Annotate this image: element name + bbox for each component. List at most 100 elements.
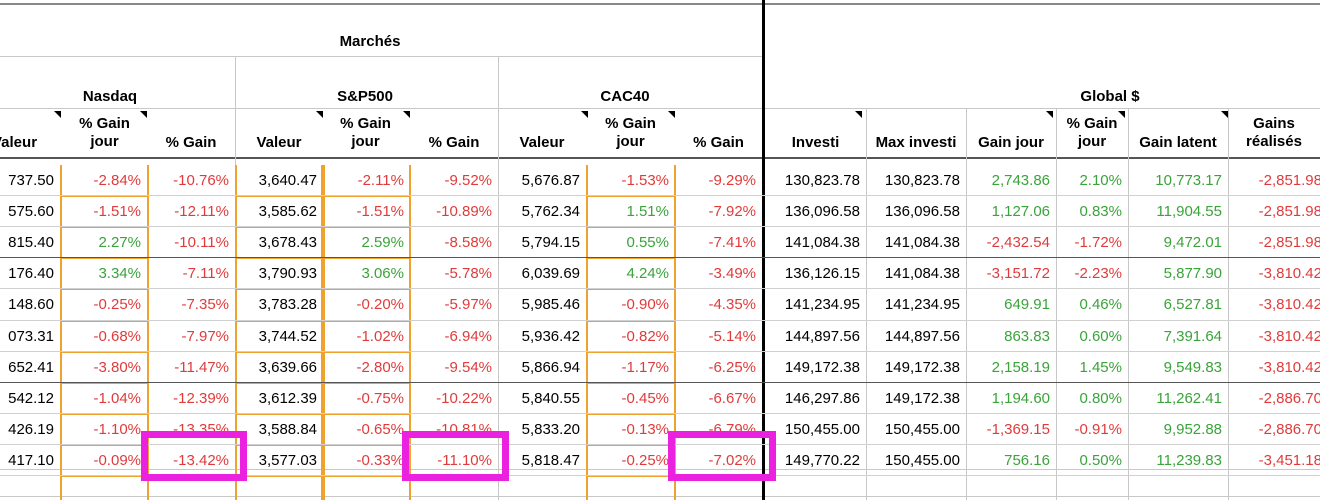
cell-sp500-gain-jour[interactable]: -2.11%	[357, 173, 404, 188]
cell-nasdaq-gain[interactable]: -13.42%	[173, 452, 229, 468]
cell-max-investi[interactable]: 136,096.58	[884, 204, 960, 220]
cell-sp500-gain-jour[interactable]: -1.02%	[356, 328, 404, 344]
cell-cac40-gain-jour[interactable]: -0.90%	[621, 297, 669, 313]
cell-nasdaq-gain-jour[interactable]: 3.34%	[98, 266, 141, 282]
cell-max-investi[interactable]: 141,084.38	[884, 266, 960, 282]
cell-nasdaq-gain-jour[interactable]: -1.10%	[93, 421, 141, 437]
col-header-valeur[interactable]: Valeur	[0, 135, 38, 150]
cell-gains-realises[interactable]: -3,810.42	[1258, 266, 1320, 282]
filter-icon[interactable]	[403, 111, 410, 118]
cell-cac40-gain-jour[interactable]: 0.55%	[626, 235, 669, 251]
col-header-gain[interactable]: % Gain	[693, 135, 744, 150]
cell-cac40-valeur[interactable]: 5,676.87	[521, 173, 580, 188]
cell-cac40-valeur[interactable]: 5,818.47	[521, 452, 580, 468]
cell-cac40-gain-jour[interactable]: 1.51%	[626, 204, 669, 220]
cell-cac40-gain[interactable]: -9.29%	[708, 173, 756, 188]
cell-cac40-valeur[interactable]: 6,039.69	[521, 266, 580, 282]
cell-cac40-gain-jour[interactable]: -0.25%	[621, 452, 669, 468]
col-header-gain-latent[interactable]: Gain latent	[1139, 135, 1217, 150]
cell-gain-jour-pct[interactable]: 0.46%	[1079, 297, 1122, 313]
cell-sp500-valeur[interactable]: 3,640.47	[258, 173, 317, 188]
cell-gains-realises[interactable]: -2,851.98	[1258, 204, 1320, 220]
cell-gain-jour-abs[interactable]: 863.83	[1004, 328, 1050, 344]
cell-gain-jour-abs[interactable]: -1,369.15	[986, 421, 1050, 437]
col-header-gain-jour[interactable]: % Gain jour	[79, 115, 130, 150]
cell-sp500-valeur[interactable]: 3,790.93	[258, 266, 317, 282]
cell-nasdaq-valeur[interactable]: 652.41	[8, 359, 54, 375]
cell-investi[interactable]: 149,172.38	[784, 359, 860, 375]
cell-max-investi[interactable]: 141,084.38	[884, 235, 960, 251]
cell-nasdaq-gain[interactable]: -12.11%	[174, 204, 229, 220]
cell-sp500-valeur[interactable]: 3,678.43	[258, 235, 317, 251]
cell-nasdaq-gain[interactable]: -7.35%	[181, 297, 229, 313]
filter-icon[interactable]	[140, 111, 147, 118]
cell-gain-latent[interactable]: 6,527.81	[1163, 297, 1222, 313]
cell-nasdaq-valeur[interactable]: 737.50	[8, 173, 54, 188]
cell-sp500-valeur[interactable]: 3,588.84	[258, 421, 317, 437]
cell-sp500-valeur[interactable]: 3,612.39	[258, 390, 317, 406]
filter-icon[interactable]	[1046, 111, 1053, 118]
cell-gains-realises[interactable]: -2,851.98	[1258, 235, 1320, 251]
col-header-valeur[interactable]: Valeur	[519, 135, 565, 150]
cell-sp500-gain[interactable]: -9.52%	[444, 173, 492, 188]
cell-cac40-gain[interactable]: -6.67%	[708, 390, 756, 406]
cell-cac40-valeur[interactable]: 5,866.94	[521, 359, 580, 375]
cell-cac40-gain[interactable]: -6.25%	[708, 359, 756, 375]
cell-nasdaq-valeur[interactable]: 417.10	[8, 452, 54, 468]
cell-cac40-valeur[interactable]: 5,762.34	[521, 204, 580, 220]
cell-nasdaq-valeur[interactable]: 148.60	[8, 297, 54, 313]
col-header-gain-jour-abs[interactable]: Gain jour	[978, 135, 1044, 150]
cell-sp500-gain[interactable]: -8.58%	[444, 235, 492, 251]
cell-gains-realises[interactable]: -3,810.42	[1258, 297, 1320, 313]
cell-sp500-gain-jour[interactable]: -0.20%	[356, 297, 404, 313]
col-header-valeur[interactable]: Valeur	[256, 135, 302, 150]
cell-nasdaq-gain-jour[interactable]: -1.51%	[93, 204, 141, 220]
cell-cac40-valeur[interactable]: 5,833.20	[521, 421, 580, 437]
cell-sp500-valeur[interactable]: 3,585.62	[258, 204, 317, 220]
cell-gain-latent[interactable]: 10,773.17	[1155, 173, 1222, 188]
cell-cac40-gain-jour[interactable]: -1.17%	[621, 359, 669, 375]
cell-max-investi[interactable]: 149,172.38	[884, 359, 960, 375]
cell-gain-latent[interactable]: 11,262.41	[1156, 390, 1222, 406]
cell-sp500-gain-jour[interactable]: 2.59%	[361, 235, 404, 251]
cell-gain-jour-abs[interactable]: -2,432.54	[986, 235, 1050, 251]
cell-sp500-gain-jour[interactable]: -0.75%	[356, 390, 404, 406]
col-header-gain[interactable]: % Gain	[428, 135, 480, 150]
cell-gain-jour-pct[interactable]: 0.83%	[1079, 204, 1122, 220]
cell-gain-latent[interactable]: 11,904.55	[1156, 204, 1222, 220]
cell-investi[interactable]: 141,234.95	[784, 297, 860, 313]
col-header-gain[interactable]: % Gain	[165, 135, 217, 150]
filter-icon[interactable]	[1118, 111, 1125, 118]
col-header-max-investi[interactable]: Max investi	[875, 135, 957, 150]
cell-sp500-valeur[interactable]: 3,744.52	[258, 328, 317, 344]
col-header-gain-jour-pct[interactable]: % Gain jour	[1066, 115, 1118, 150]
cell-gain-latent[interactable]: 9,472.01	[1163, 235, 1222, 251]
cell-nasdaq-gain[interactable]: -12.39%	[173, 390, 229, 406]
cell-gain-jour-pct[interactable]: 0.60%	[1079, 328, 1122, 344]
cell-gain-jour-pct[interactable]: 0.80%	[1079, 390, 1122, 406]
cell-investi[interactable]: 150,455.00	[784, 421, 860, 437]
cell-cac40-gain-jour[interactable]: -1.53%	[621, 173, 669, 188]
col-header-gains-realises[interactable]: Gains réalisés	[1246, 115, 1302, 150]
cell-gains-realises[interactable]: -3,810.42	[1258, 359, 1320, 375]
cell-cac40-gain-jour[interactable]: 4.24%	[626, 266, 669, 282]
cell-sp500-gain[interactable]: -10.22%	[436, 390, 492, 406]
cell-sp500-gain-jour[interactable]: 3.06%	[361, 266, 404, 282]
cell-investi[interactable]: 141,084.38	[784, 235, 860, 251]
cell-gains-realises[interactable]: -2,851.98	[1258, 173, 1320, 188]
cell-gain-jour-pct[interactable]: 1.45%	[1079, 359, 1122, 375]
cell-nasdaq-valeur[interactable]: 176.40	[8, 266, 54, 282]
cell-gains-realises[interactable]: -2,886.70	[1258, 390, 1320, 406]
cell-gain-jour-abs[interactable]: 1,127.06	[991, 204, 1050, 220]
cell-max-investi[interactable]: 144,897.56	[884, 328, 960, 344]
cell-sp500-valeur[interactable]: 3,783.28	[258, 297, 317, 313]
cell-gain-latent[interactable]: 9,549.83	[1163, 359, 1222, 375]
cell-nasdaq-valeur[interactable]: 542.12	[8, 390, 54, 406]
cell-max-investi[interactable]: 150,455.00	[884, 452, 960, 468]
cell-cac40-gain-jour[interactable]: -0.82%	[621, 328, 669, 344]
cell-investi[interactable]: 144,897.56	[784, 328, 860, 344]
cell-nasdaq-valeur[interactable]: 575.60	[8, 204, 54, 220]
cell-nasdaq-gain-jour[interactable]: -3.80%	[93, 359, 141, 375]
filter-icon[interactable]	[855, 111, 862, 118]
cell-sp500-gain[interactable]: -11.10%	[437, 452, 492, 468]
